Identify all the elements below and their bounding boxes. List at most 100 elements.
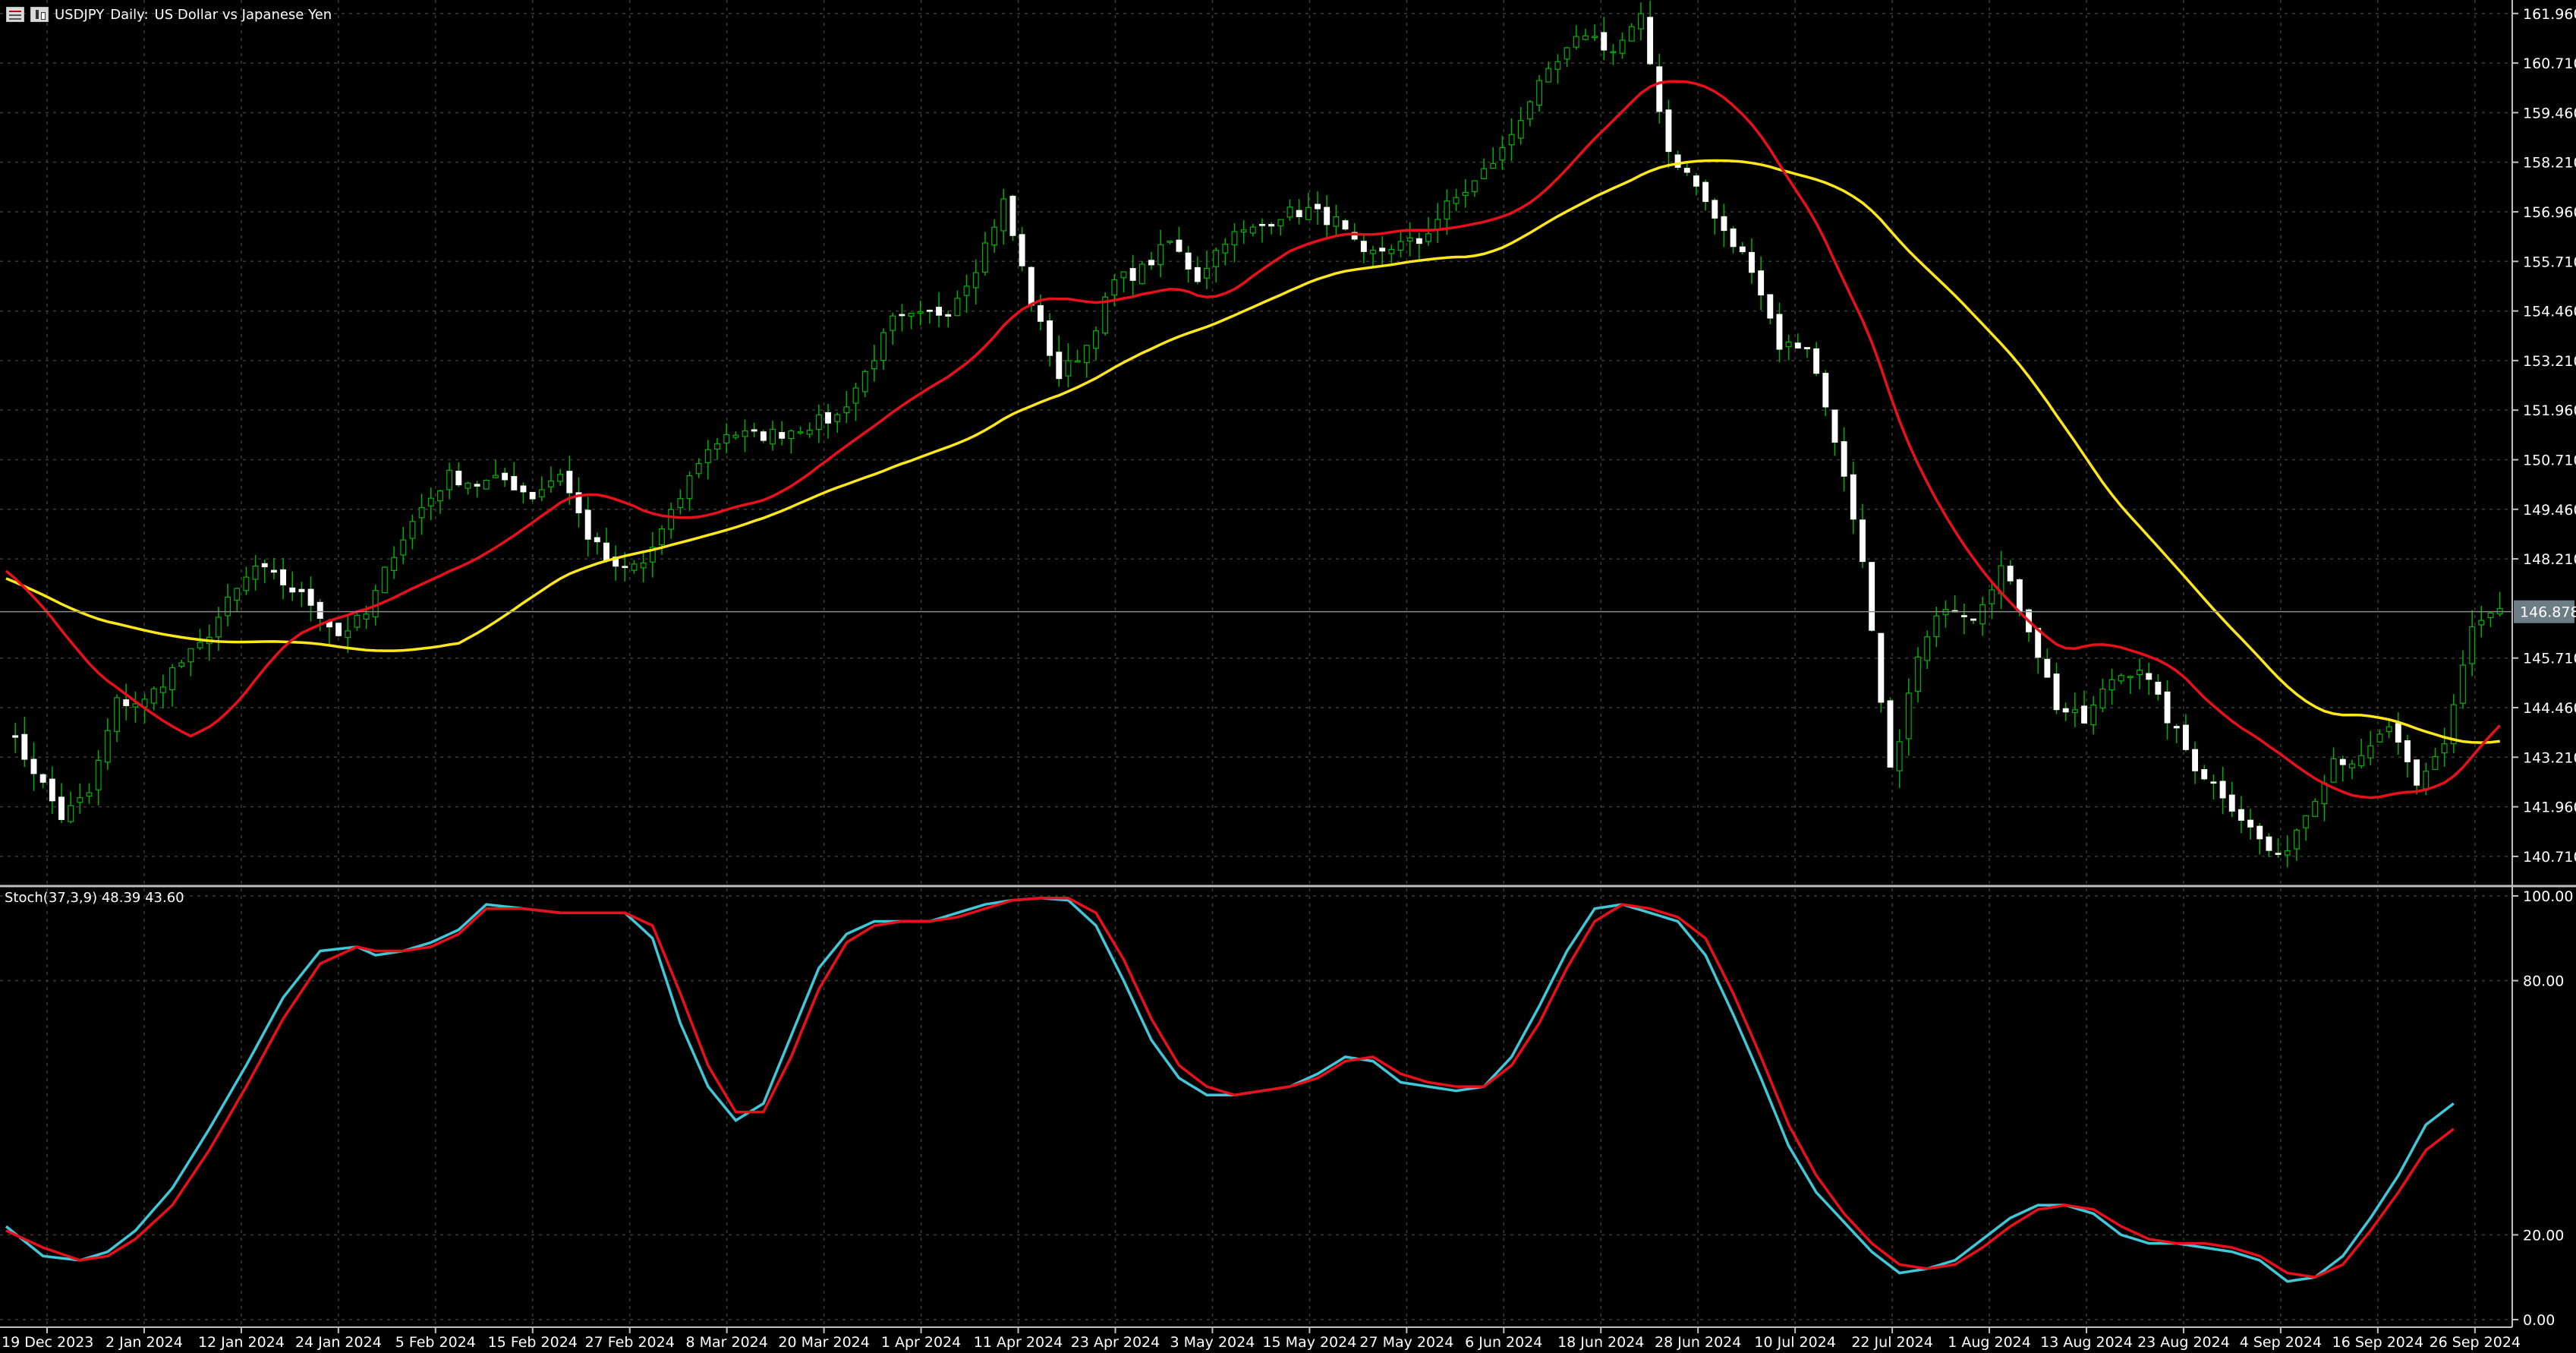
bear-candle[interactable]	[1259, 223, 1265, 226]
bull-candle[interactable]	[742, 430, 748, 437]
bull-candle[interactable]	[1305, 207, 1312, 220]
bull-candle[interactable]	[548, 480, 554, 487]
bear-candle[interactable]	[123, 699, 130, 707]
bull-candle[interactable]	[2460, 664, 2466, 704]
bull-candle[interactable]	[815, 414, 822, 430]
bear-candle[interactable]	[307, 588, 314, 606]
bear-candle[interactable]	[1656, 66, 1663, 112]
bear-candle[interactable]	[511, 475, 518, 490]
bull-candle[interactable]	[409, 521, 416, 539]
candlestick-icon[interactable]	[30, 7, 49, 22]
bull-candle[interactable]	[86, 792, 93, 797]
bull-candle[interactable]	[677, 498, 684, 509]
bear-candle[interactable]	[2266, 836, 2272, 851]
bull-candle[interactable]	[1388, 248, 1395, 254]
bull-candle[interactable]	[695, 462, 702, 475]
bear-candle[interactable]	[1185, 252, 1192, 270]
bear-candle[interactable]	[2237, 809, 2244, 821]
bull-candle[interactable]	[1093, 330, 1099, 349]
bear-candle[interactable]	[1739, 246, 1746, 253]
bear-candle[interactable]	[30, 758, 37, 774]
bear-candle[interactable]	[2007, 566, 2014, 582]
bull-candle[interactable]	[1933, 615, 1940, 638]
bear-candle[interactable]	[1887, 700, 1894, 768]
bull-candle[interactable]	[2367, 745, 2374, 758]
bull-candle[interactable]	[1481, 168, 1488, 179]
bear-candle[interactable]	[12, 735, 19, 738]
bear-candle[interactable]	[2210, 781, 2217, 784]
bear-candle[interactable]	[1970, 618, 1976, 621]
bull-candle[interactable]	[1582, 35, 1589, 40]
bear-candle[interactable]	[1767, 294, 1774, 319]
bear-candle[interactable]	[1693, 175, 1699, 187]
bear-candle[interactable]	[936, 307, 943, 316]
bull-candle[interactable]	[668, 509, 675, 530]
bull-candle[interactable]	[363, 613, 370, 620]
bull-candle[interactable]	[234, 588, 241, 601]
bear-candle[interactable]	[335, 623, 342, 636]
bear-candle[interactable]	[2228, 794, 2235, 812]
bear-candle[interactable]	[2201, 769, 2208, 780]
bull-candle[interactable]	[704, 449, 711, 463]
bull-candle[interactable]	[1471, 180, 1478, 192]
bull-candle[interactable]	[381, 566, 388, 594]
bear-candle[interactable]	[566, 471, 573, 494]
bull-candle[interactable]	[225, 596, 231, 617]
bear-candle[interactable]	[1647, 17, 1654, 65]
bear-candle[interactable]	[1176, 239, 1183, 252]
bull-candle[interactable]	[1249, 226, 1256, 234]
bull-candle[interactable]	[1628, 26, 1635, 42]
bear-candle[interactable]	[1702, 181, 1709, 202]
bull-candle[interactable]	[2487, 612, 2494, 619]
bull-candle[interactable]	[400, 539, 407, 556]
bear-candle[interactable]	[760, 431, 767, 441]
bear-candle[interactable]	[2182, 724, 2189, 750]
bull-candle[interactable]	[1896, 741, 1903, 771]
bull-candle[interactable]	[132, 703, 139, 708]
bull-candle[interactable]	[1564, 47, 1570, 60]
bull-candle[interactable]	[659, 528, 665, 546]
bull-candle[interactable]	[437, 490, 443, 502]
bull-candle[interactable]	[159, 686, 166, 693]
bull-candle[interactable]	[1102, 296, 1109, 334]
bear-candle[interactable]	[899, 314, 905, 317]
bear-candle[interactable]	[594, 537, 600, 543]
bear-candle[interactable]	[1776, 314, 1783, 350]
bull-candle[interactable]	[2330, 758, 2337, 783]
bull-candle[interactable]	[1138, 263, 1145, 285]
bull-candle[interactable]	[1277, 219, 1284, 227]
bull-candle[interactable]	[908, 313, 915, 317]
bear-candle[interactable]	[316, 601, 323, 619]
bear-candle[interactable]	[455, 471, 462, 486]
bull-candle[interactable]	[1453, 197, 1460, 204]
bull-candle[interactable]	[345, 630, 351, 639]
bear-candle[interactable]	[261, 563, 268, 568]
bull-candle[interactable]	[1231, 231, 1238, 246]
bull-candle[interactable]	[834, 414, 841, 422]
bull-candle[interactable]	[880, 332, 887, 361]
bear-candle[interactable]	[575, 492, 582, 513]
bull-candle[interactable]	[806, 430, 813, 435]
bear-candle[interactable]	[779, 432, 786, 439]
bear-candle[interactable]	[2164, 691, 2171, 724]
bear-candle[interactable]	[603, 542, 609, 560]
bull-candle[interactable]	[252, 566, 259, 580]
bull-candle[interactable]	[2423, 771, 2430, 790]
bear-candle[interactable]	[1194, 266, 1201, 282]
bull-candle[interactable]	[1526, 101, 1533, 120]
bull-candle[interactable]	[1979, 604, 1986, 625]
bear-candle[interactable]	[1749, 251, 1755, 273]
bull-candle[interactable]	[2376, 733, 2383, 743]
bear-candle[interactable]	[2173, 726, 2180, 729]
bull-candle[interactable]	[243, 576, 250, 591]
bull-candle[interactable]	[640, 562, 647, 569]
bull-candle[interactable]	[631, 563, 638, 571]
bull-candle[interactable]	[1462, 191, 1469, 196]
bull-candle[interactable]	[1545, 68, 1552, 83]
bull-candle[interactable]	[2349, 763, 2355, 768]
bull-candle[interactable]	[1425, 233, 1431, 242]
bull-candle[interactable]	[861, 371, 868, 393]
bear-candle[interactable]	[520, 485, 527, 493]
bear-candle[interactable]	[1960, 615, 1967, 617]
